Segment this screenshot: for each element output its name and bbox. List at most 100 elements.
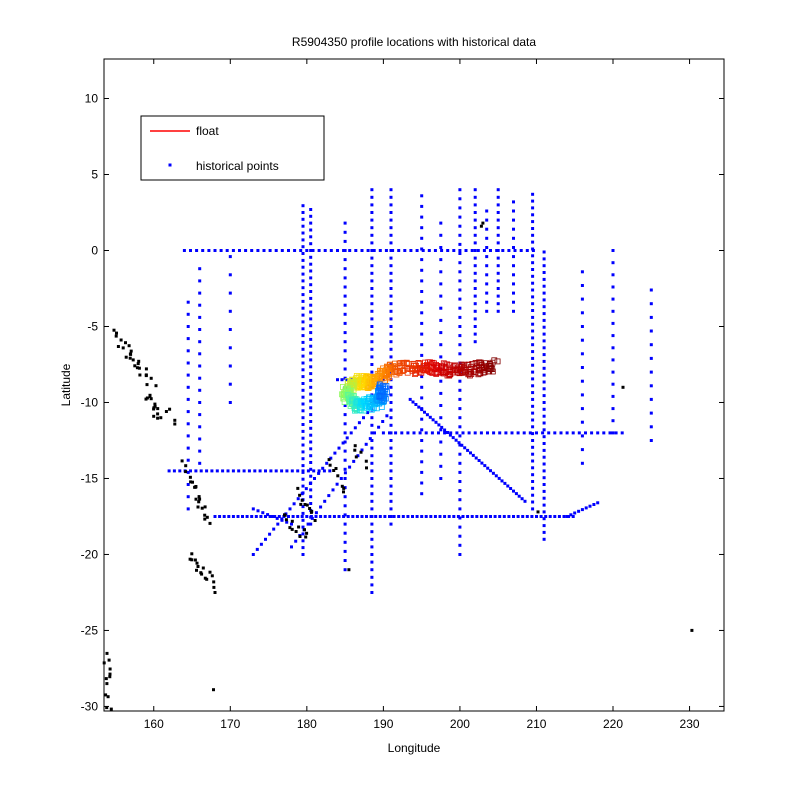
historical-point	[437, 431, 440, 435]
black-point	[191, 480, 194, 484]
historical-point	[301, 429, 305, 433]
historical-point	[306, 522, 310, 526]
historical-point	[420, 408, 424, 412]
historical-point	[531, 384, 535, 388]
historical-point	[309, 426, 313, 430]
historical-point	[264, 515, 267, 518]
historical-point	[301, 525, 305, 529]
historical-point	[531, 466, 535, 470]
historical-point	[389, 233, 393, 237]
historical-point	[301, 532, 305, 536]
historical-point	[280, 249, 284, 252]
historical-point	[420, 460, 424, 464]
historical-point	[343, 568, 347, 572]
historical-point	[301, 340, 305, 344]
historical-point	[473, 188, 477, 192]
historical-point	[439, 355, 443, 359]
historical-point	[274, 469, 278, 473]
historical-point	[301, 416, 305, 420]
historical-point	[328, 515, 332, 518]
historical-point	[580, 434, 584, 438]
historical-point	[473, 218, 477, 222]
historical-point	[370, 537, 374, 541]
historical-point	[520, 497, 524, 501]
historical-point	[531, 350, 535, 354]
historical-point	[381, 378, 385, 382]
black-point	[184, 464, 188, 468]
black-point	[481, 221, 485, 225]
historical-point	[389, 279, 393, 283]
black-point	[479, 224, 483, 228]
historical-point	[443, 431, 447, 435]
black-point	[173, 418, 177, 422]
historical-point	[213, 515, 217, 518]
black-point	[168, 407, 172, 411]
float-profile-marker	[383, 389, 390, 395]
historical-point	[507, 515, 511, 518]
historical-point	[370, 325, 374, 328]
black-point	[138, 373, 142, 377]
historical-point	[225, 249, 229, 252]
historical-point	[389, 302, 393, 306]
historical-point	[458, 325, 462, 328]
historical-point	[496, 233, 500, 237]
x-tick-label: 220	[603, 717, 623, 731]
historical-point	[291, 515, 295, 518]
historical-point	[309, 331, 313, 335]
historical-point	[420, 268, 424, 272]
float-profile-marker	[451, 363, 457, 370]
historical-point	[280, 518, 284, 522]
historical-point	[227, 515, 231, 518]
historical-point	[531, 500, 535, 504]
historical-point	[309, 324, 313, 328]
historical-point	[343, 303, 347, 307]
historical-point	[403, 249, 407, 252]
historical-point	[439, 331, 443, 335]
historical-point	[439, 306, 443, 310]
historical-point	[542, 455, 546, 459]
historical-point	[480, 461, 484, 465]
historical-point	[343, 258, 347, 262]
historical-point	[542, 277, 546, 281]
historical-point	[458, 543, 462, 547]
historical-point	[270, 515, 274, 518]
historical-point	[198, 425, 202, 429]
historical-point	[420, 428, 424, 432]
historical-point	[439, 233, 443, 237]
black-point	[121, 346, 125, 350]
historical-point	[343, 422, 347, 426]
black-point	[180, 459, 184, 463]
historical-point	[542, 537, 546, 541]
historical-point	[341, 441, 345, 445]
historical-point	[370, 340, 374, 344]
historical-point	[370, 446, 374, 450]
historical-point	[542, 318, 546, 322]
historical-point	[531, 418, 535, 422]
historical-point	[580, 393, 584, 397]
historical-point	[473, 340, 477, 344]
historical-point	[512, 291, 515, 295]
historical-point	[389, 264, 393, 268]
historical-point	[301, 402, 305, 406]
historical-point	[377, 425, 381, 429]
historical-point	[287, 249, 290, 252]
historical-point	[542, 353, 546, 357]
historical-point	[370, 461, 374, 465]
historical-point	[370, 233, 374, 237]
historical-point	[485, 227, 489, 231]
historical-point	[485, 282, 489, 286]
black-point	[115, 331, 118, 335]
historical-point	[336, 378, 339, 382]
historical-point	[592, 503, 596, 506]
historical-point	[370, 188, 374, 192]
historical-point	[241, 515, 244, 518]
historical-point	[370, 545, 374, 549]
historical-point	[420, 385, 424, 389]
historical-point	[389, 294, 393, 298]
historical-point	[343, 321, 347, 325]
historical-point	[498, 431, 502, 435]
float-profile-marker	[355, 374, 362, 381]
historical-point	[571, 431, 575, 435]
black-point	[621, 385, 625, 389]
float-profile-marker	[383, 383, 390, 390]
